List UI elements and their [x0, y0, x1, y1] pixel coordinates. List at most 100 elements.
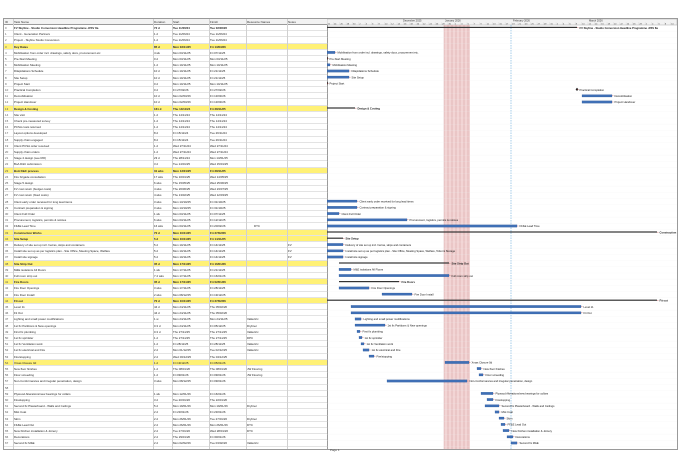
- table-row[interactable]: 13 Design & Costing 161 d Thu 14/11/24 Fri 2…: [4, 105, 327, 112]
- table-row[interactable]: 28 Client early order received for long l…: [4, 199, 327, 205]
- timescale-day: 9: [480, 23, 482, 25]
- table-row[interactable]: 15 Check pre-measured survey 1 d Thu 14/11/…: [4, 118, 327, 125]
- table-row[interactable]: 9 Project Start 0 d Mon 10/11/25 Mon 10/11/2…: [4, 81, 327, 87]
- table-row[interactable]: 30 Client Full Order 1 wk Mon 03/11/25 Fri 0…: [4, 211, 327, 218]
- table-row[interactable]: 48 1st fix Partitions & New openings 0.3 d…: [4, 323, 327, 329]
- cell-name: New floor finishes: [14, 367, 37, 371]
- bar-label: Dilapidations Schedule: [352, 69, 380, 73]
- cell-id: 37: [5, 255, 9, 260]
- table-row[interactable]: 57 Non-Conformances and irregular penetra…: [4, 378, 327, 385]
- table-row[interactable]: 2 Project - Skyline Studio Conversion 1 d T…: [4, 37, 327, 44]
- table-row[interactable]: 44 Fit out 70 d Mon 10/11/25 Fri 27/02/26: [4, 297, 327, 304]
- table-row[interactable]: 31 Procurement, logistics, permits & noti…: [4, 217, 327, 224]
- table-row[interactable]: 0 FV Skyline - Studio Conversion Headline…: [4, 25, 327, 32]
- table-row[interactable]: 10 Practical Completion 0 d Fri 27/02/26 Fri…: [4, 87, 327, 94]
- table-row[interactable]: 22 BoA D&C submission 3 d Tue 14/01/25 Wed 1…: [4, 161, 327, 168]
- table-row[interactable]: 6 Mobilisation Meeting 1 d Mon 10/11/25 Mon …: [4, 62, 327, 69]
- cell-dur: 1 wk: [154, 267, 160, 272]
- cell-notes: [288, 180, 326, 185]
- table-row[interactable]: 54 Xmas Closure 0d 1 d Fri 19/12/25 Fri 05/0…: [4, 359, 327, 366]
- table-row[interactable]: 63 Skim 2 d Mon 26/01/26 Tue 27/01/26 Dryline…: [4, 416, 327, 422]
- cell-start: Mon 17/11/25: [173, 261, 191, 266]
- table-row[interactable]: 12 Project Handover 10 d Mon 02/03/26 Fri 13…: [4, 99, 327, 106]
- table-row[interactable]: 33 Construction Works 70 d Mon 10/11/25 Fri …: [4, 229, 327, 236]
- table-row[interactable]: 4 Mobilisation from order incl. drawings,…: [4, 50, 327, 56]
- table-row[interactable]: 25 Stage 5 design 6 wks Thu 15/05/25 Wed 25/…: [4, 180, 327, 187]
- table-row[interactable]: 53 Fire/stopping 2 d Wed 03/12/25 Thu 04/12/…: [4, 354, 327, 360]
- table-row[interactable]: 55 New floor finishes 1 d Thu 08/01/26 Thu 0…: [4, 366, 327, 373]
- table-row[interactable]: 61 Second fix Plasterboard - Walls and Ce…: [4, 403, 327, 410]
- table-row[interactable]: 7 Dilapidations Schedule 10 d Mon 10/11/25 F…: [4, 68, 327, 75]
- cell-id: 50: [5, 336, 9, 340]
- table-row[interactable]: 16 PCSA costs returned 1 d Thu 14/11/24 Thu …: [4, 124, 327, 131]
- table-row[interactable]: 64 FF&E Lead Out 2 d Mon 26/01/26 Mon 26/01/…: [4, 422, 327, 428]
- timescale-day: 27: [538, 23, 541, 25]
- table-row[interactable]: 36 Install site set up as per logistics p…: [4, 248, 327, 255]
- table-row[interactable]: 19 Client PCSA order received 1 d Wed 27/11…: [4, 143, 327, 149]
- table-row[interactable]: 1 Client - Generation Partners 1 d Tue 11/0…: [4, 31, 327, 38]
- table-row[interactable]: 26 FV cost return (budget costs) 4 wks Thu …: [4, 186, 327, 193]
- table-row[interactable]: 32 FF&E Lead Time 16 wks Mon 03/11/25 Fri 20…: [4, 223, 327, 230]
- table-row[interactable]: 47 Lighting and small power modifications…: [4, 316, 327, 323]
- timescale-day: 6: [659, 23, 661, 25]
- col-duration-header[interactable]: Duration: [154, 20, 166, 24]
- cell-fin: Tue 27/01/26: [210, 416, 227, 421]
- table-row[interactable]: 51 1st fix Ventilation work 1 d Fri 28/11/2…: [4, 341, 327, 348]
- table-row[interactable]: 38 Site Strip Out 35 d Mon 17/11/25 Fri 16/0…: [4, 260, 327, 267]
- table-row[interactable]: 29 Contract preparation & signing 3 wks Mon…: [4, 205, 327, 211]
- table-row[interactable]: 20 Supply chain orders 1 d Wed 27/11/24 Wed …: [4, 149, 327, 156]
- table-row[interactable]: 3 Key Dates 85 d Mon 03/11/25 Fri 13/03/26: [4, 43, 327, 50]
- table-row[interactable]: 8 Site Setup 10 d Mon 10/11/25 Fri 21/11/25: [4, 75, 327, 81]
- table-row[interactable]: 60 Fireslopping 3 d Tue 20/01/26 Thu 22/01/2…: [4, 397, 327, 404]
- col-resource-header[interactable]: Resource Names: [247, 20, 271, 24]
- cell-res: [247, 137, 287, 142]
- cell-dur: 85 d: [154, 44, 160, 49]
- table-row[interactable]: 42 Fire Door Openings 3 wks Mon 17/11/25 Fri…: [4, 285, 327, 292]
- table-row[interactable]: 65 New Kitchen installation & Joinery 2 d T…: [4, 428, 327, 435]
- table-row[interactable]: 11 Demobilisation 10 d Mon 02/03/26 Fri 13/0…: [4, 93, 327, 100]
- table-row[interactable]: 14 Site visit 1 d Thu 14/11/24 Thu 14/11/24: [4, 112, 327, 118]
- timescale-month: February 2026: [513, 19, 530, 23]
- table-row[interactable]: 17 Layout options developed 8 d Fri 15/11/2…: [4, 130, 327, 137]
- table-row[interactable]: 27 FV cost return (fixed costs) 4 wks Thu 1…: [4, 192, 327, 199]
- table-row[interactable]: 40 Full room strip out 7.4 wks Mon 17/11/25…: [4, 273, 327, 280]
- cell-fin: Wed 15/01/25: [210, 162, 228, 167]
- cell-notes: [288, 360, 326, 365]
- cell-dur: 0.3 d: [154, 329, 161, 334]
- table-row[interactable]: 62 Mist Coat 2 d Fri 23/01/26 Fri 23/01/26: [4, 409, 327, 416]
- table-row[interactable]: 43 Fire Door Install 2 wks Mon 08/12/25 Fri …: [4, 292, 327, 298]
- cell-res: [247, 168, 287, 173]
- cell-name: Project Start: [14, 81, 30, 86]
- col-start-header[interactable]: Start: [173, 20, 180, 24]
- col-name-header[interactable]: Task Name: [14, 20, 30, 24]
- table-row[interactable]: 39 M&E isolations All Floors 1 wk Mon 17/11…: [4, 267, 327, 273]
- table-row[interactable]: 58: [4, 385, 327, 391]
- table-row[interactable]: 45 Level 11 44 d Mon 24/11/25 Thu 05/02/26: [4, 304, 327, 311]
- table-row[interactable]: 18 Supply chain engaged 8 d Fri 15/11/24 Tue…: [4, 137, 327, 143]
- table-row[interactable]: 67 Second fix M&E 2 d Mon 02/02/26 Tue 03/02…: [4, 440, 327, 447]
- cell-fin: Tue 02/12/25: [210, 348, 227, 353]
- table-row[interactable]: 21 Stage 4 design (see RFI) 23 d Thu 28/11/…: [4, 155, 327, 162]
- table-row[interactable]: 24 Fire brigade consultation 17 wks Thu 16/…: [4, 174, 327, 180]
- table-row[interactable]: 66 Decorations 2 d Thu 29/01/26 Fri 30/01/26: [4, 434, 327, 441]
- cell-id: 11: [5, 94, 9, 99]
- cell-dur: 35 d: [154, 280, 160, 285]
- cell-res: [247, 161, 287, 166]
- table-row[interactable]: 34 Site Setup 5 d Mon 10/11/25 Fri 14/11/25: [4, 235, 327, 242]
- table-row[interactable]: 59 Plywood Alterations/new bearings for c…: [4, 391, 327, 397]
- table-row[interactable]: 46 Fit Out 44 d Mon 24/11/25 Thu 05/02/26: [4, 310, 327, 317]
- table-row[interactable]: 56 Floor screeding 1 d Fri 09/01/26 Fri 09/0…: [4, 372, 327, 379]
- table-row[interactable]: 23 BoA D&C process 31 wks Mon 13/01/25 Fri 2…: [4, 167, 327, 174]
- col-notes-header[interactable]: Notes: [288, 20, 296, 24]
- table-row[interactable]: 37 Install site signage 5 d Mon 10/11/25 Fri…: [4, 254, 327, 261]
- table-row[interactable]: 49 First fix plumbing 0.3 d Thu 27/11/25 Thu…: [4, 329, 327, 335]
- table-row[interactable]: 50 1st fix sprinkler 1 d Thu 27/11/25 Thu 27…: [4, 335, 327, 342]
- table-row[interactable]: 35 Delivery of site set up incl. herras, …: [4, 242, 327, 249]
- col-finish-header[interactable]: Finish: [210, 20, 219, 24]
- cell-name: Client Full Order: [14, 212, 36, 216]
- table-row[interactable]: 5 Pre-Start Meeting 0 d Mon 03/11/25 Mon 03/…: [4, 56, 327, 63]
- col-id-header[interactable]: ID: [5, 20, 8, 24]
- cell-id: 1: [5, 32, 7, 37]
- table-row[interactable]: 41 Fire Doors 35 d Mon 17/11/25 Fri 02/01/26: [4, 279, 327, 286]
- table-row[interactable]: 52 1st fix electrical and Fire 2 d Mon 01/1…: [4, 347, 327, 354]
